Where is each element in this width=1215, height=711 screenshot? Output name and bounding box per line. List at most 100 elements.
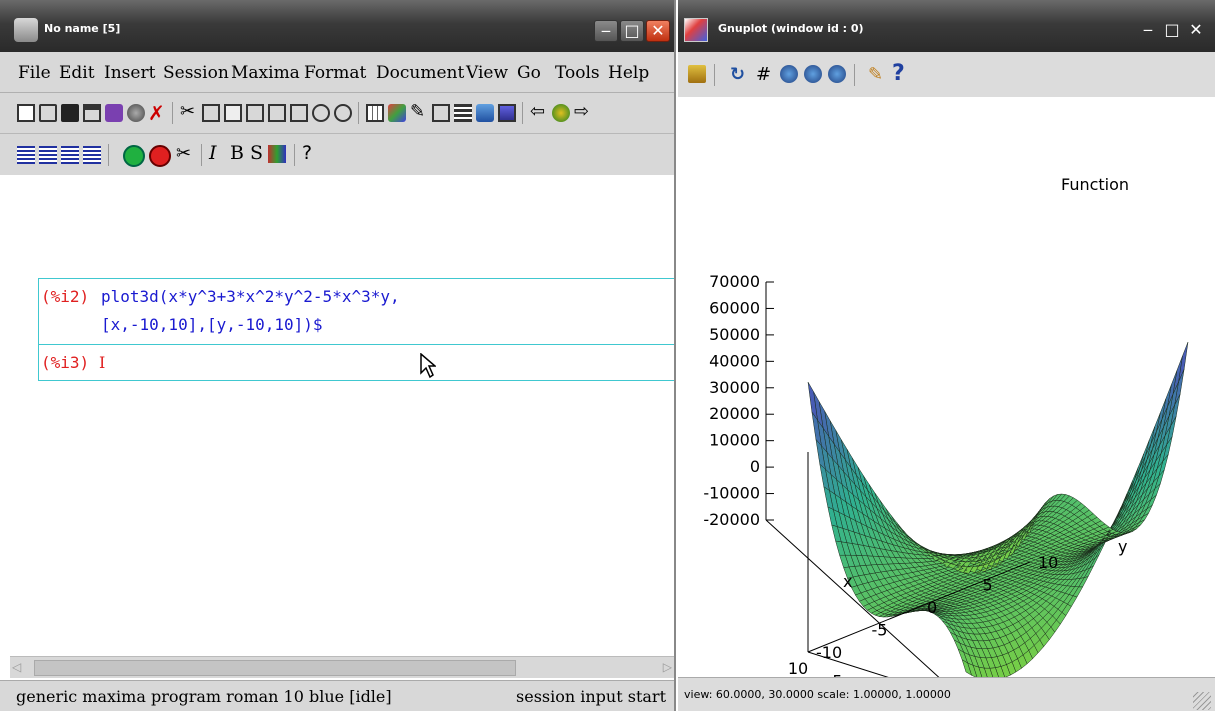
open-icon[interactable]: [39, 104, 57, 122]
replot-icon[interactable]: ↻: [730, 64, 746, 85]
new-file-icon[interactable]: [17, 104, 35, 122]
minimize-button[interactable]: ‒: [594, 20, 618, 42]
zoom-previous-icon[interactable]: [780, 65, 798, 83]
cut-icon[interactable]: ✂: [180, 101, 196, 122]
select-icon[interactable]: [290, 104, 308, 122]
animation-icon[interactable]: [454, 104, 472, 122]
app-icon: [14, 18, 38, 42]
gnuplot-minimize-button[interactable]: ‒: [1142, 20, 1154, 39]
scissors-icon[interactable]: ✂: [176, 143, 192, 164]
previous-icon[interactable]: ⇦: [530, 101, 546, 122]
menu-view[interactable]: View: [466, 63, 509, 83]
clipboard-icon[interactable]: [688, 65, 706, 83]
z-tick-label: 70000: [709, 272, 760, 291]
window-title: No name [5]: [44, 22, 121, 35]
align-right-icon[interactable]: [61, 146, 79, 164]
z-tick-label: 60000: [709, 298, 760, 317]
strike-button[interactable]: S: [250, 142, 264, 164]
cell-code-line-1[interactable]: plot3d(x*y^3+3*x^2*y^2-5*x^3*y,: [101, 287, 400, 306]
format-toolbar: ✂ I B S ?: [0, 134, 674, 176]
unzoom-icon[interactable]: [828, 65, 846, 83]
surface-mesh: [807, 341, 1189, 681]
z-tick-label: 50000: [709, 325, 760, 344]
delete-icon[interactable]: ✗: [148, 101, 165, 125]
refresh-icon[interactable]: [552, 104, 570, 122]
gnuplot-status-bar: view: 60.0000, 30.0000 scale: 1.00000, 1…: [678, 677, 1215, 711]
menu-insert[interactable]: Insert: [104, 63, 156, 83]
resize-grip-icon[interactable]: [1193, 692, 1211, 710]
cell-code-line-2[interactable]: [x,-10,10],[y,-10,10])$: [101, 315, 323, 334]
zoom-next-icon[interactable]: [804, 65, 822, 83]
print-icon[interactable]: [83, 104, 101, 122]
table-icon[interactable]: [366, 104, 384, 122]
z-tick-label: -20000: [703, 510, 760, 529]
menu-bar: File Edit Insert Session Maxima Format D…: [0, 52, 674, 93]
plot-axes: 700006000050000400003000020000100000-100…: [703, 175, 1129, 711]
main-toolbar: ✗ ✂ ✎ ⇦ ⇨: [0, 93, 674, 134]
x-axis-label: x: [843, 572, 852, 591]
gnuplot-close-button[interactable]: ✕: [1189, 20, 1203, 39]
menu-go[interactable]: Go: [517, 63, 541, 83]
menu-edit[interactable]: Edit: [59, 63, 95, 83]
find-icon[interactable]: [246, 104, 264, 122]
gnuplot-titlebar[interactable]: Gnuplot (window id : 0) ‒ □ ✕: [678, 0, 1215, 52]
maximize-button[interactable]: □: [620, 20, 644, 42]
menu-maxima[interactable]: Maxima: [231, 63, 300, 83]
z-tick-label: 40000: [709, 351, 760, 370]
italic-button[interactable]: I: [209, 142, 217, 164]
surface-facet: [807, 381, 818, 421]
share-icon[interactable]: [476, 104, 494, 122]
help-icon[interactable]: ?: [892, 61, 905, 86]
monitor-icon[interactable]: [498, 104, 516, 122]
palette-icon[interactable]: [388, 104, 406, 122]
input-cell[interactable]: (%i2) plot3d(x*y^3+3*x^2*y^2-5*x^3*y, [x…: [38, 278, 674, 345]
plot-area[interactable]: 70000 60000 50000 40000 30000 20000 10000 0 -100…: [678, 97, 1215, 711]
y-tick-label: -10: [816, 643, 842, 662]
go-icon[interactable]: [123, 145, 145, 167]
z-tick-label: -10000: [703, 484, 760, 503]
interrupt-icon[interactable]: [127, 104, 145, 122]
menu-session[interactable]: Session: [163, 63, 229, 83]
undo-icon[interactable]: [312, 104, 330, 122]
maxima-window: No name [5] ‒ □ ✕ File Edit Insert Sessi…: [0, 0, 676, 711]
horizontal-scrollbar[interactable]: ◁ ▷: [10, 656, 674, 678]
grid-icon[interactable]: #: [756, 64, 772, 85]
scroll-right-icon[interactable]: ▷: [662, 660, 672, 674]
align-justify-icon[interactable]: [83, 146, 101, 164]
replace-icon[interactable]: [268, 104, 286, 122]
y-tick-label: 10: [1038, 553, 1058, 572]
y-axis-label: y: [1118, 537, 1127, 556]
menu-tools[interactable]: Tools: [555, 63, 600, 83]
pencil-icon[interactable]: ✎: [410, 101, 426, 122]
scroll-left-icon[interactable]: ◁: [12, 660, 22, 674]
bold-button[interactable]: B: [230, 142, 244, 164]
help-icon[interactable]: ?: [302, 142, 313, 164]
z-tick-label: 10000: [709, 431, 760, 450]
maxima-titlebar[interactable]: No name [5] ‒ □ ✕: [0, 0, 674, 52]
menu-file[interactable]: File: [18, 63, 51, 83]
gnuplot-maximize-button[interactable]: □: [1164, 20, 1180, 39]
copy-icon[interactable]: [202, 104, 220, 122]
scrollbar-thumb[interactable]: [34, 660, 516, 676]
config-icon[interactable]: ✎: [868, 64, 884, 85]
align-center-icon[interactable]: [39, 146, 57, 164]
status-right: session input start: [516, 687, 666, 706]
color-icon[interactable]: [268, 145, 286, 163]
z-tick-label: 0: [750, 457, 760, 476]
paste-icon[interactable]: [224, 104, 242, 122]
active-input-cell[interactable]: (%i3) I: [38, 344, 674, 381]
menu-document[interactable]: Document: [376, 63, 465, 83]
frame-icon[interactable]: [432, 104, 450, 122]
menu-format[interactable]: Format: [304, 63, 367, 83]
worksheet[interactable]: (%i2) plot3d(x*y^3+3*x^2*y^2-5*x^3*y, [x…: [0, 175, 674, 655]
stop-icon[interactable]: [149, 145, 171, 167]
surface-plot: 700006000050000400003000020000100000-100…: [703, 175, 1189, 711]
save-icon[interactable]: [61, 104, 79, 122]
close-button[interactable]: ✕: [646, 20, 670, 42]
menu-help[interactable]: Help: [608, 63, 650, 83]
status-left: generic maxima program roman 10 blue [id…: [16, 687, 392, 706]
align-left-icon[interactable]: [17, 146, 35, 164]
next-icon[interactable]: ⇨: [574, 101, 590, 122]
config-icon[interactable]: [105, 104, 123, 122]
redo-icon[interactable]: [334, 104, 352, 122]
